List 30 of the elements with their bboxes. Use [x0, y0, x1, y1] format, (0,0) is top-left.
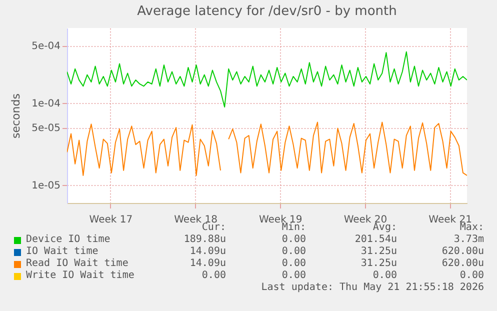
text: 189.88u [184, 234, 226, 246]
text: 0.00 [282, 234, 306, 246]
text: 14.09u [190, 246, 226, 258]
y-tick-label: 1e-05 [32, 180, 60, 192]
text: 0.00 [460, 270, 484, 282]
y-tick-label: 5e-05 [32, 123, 60, 134]
text: 31.25u [360, 258, 397, 270]
text: Avg: [372, 222, 397, 234]
text: 0.00 [372, 270, 397, 282]
text: 620.00u [442, 258, 484, 270]
text: 31.25u [360, 246, 397, 258]
legend-label: Write IO Wait time [26, 270, 134, 282]
legend-label: Device IO time [26, 234, 110, 246]
text: 0.00 [282, 246, 306, 258]
y-tick-label: 5e-04 [32, 41, 60, 52]
legend-label: IO Wait time [26, 246, 98, 258]
y-axis-title: seconds [10, 93, 23, 138]
x-tick-label: Week 17 [89, 214, 133, 226]
text: 620.00u [442, 246, 484, 258]
legend-label: Read IO Wait time [26, 258, 128, 270]
y-tick-label: 1e-04 [32, 98, 60, 110]
line-series [67, 51, 467, 108]
text: Last update: Thu May 21 21:55:18 2026 [261, 282, 484, 294]
text: 0.00 [282, 270, 306, 282]
text: 3.73m [454, 234, 484, 246]
text: 201.54u [354, 234, 397, 246]
text: 14.09u [190, 258, 226, 270]
chart-title: Average latency for /dev/sr0 - by month [137, 4, 397, 19]
text: 0.00 [282, 258, 306, 270]
text: 0.00 [202, 270, 226, 282]
